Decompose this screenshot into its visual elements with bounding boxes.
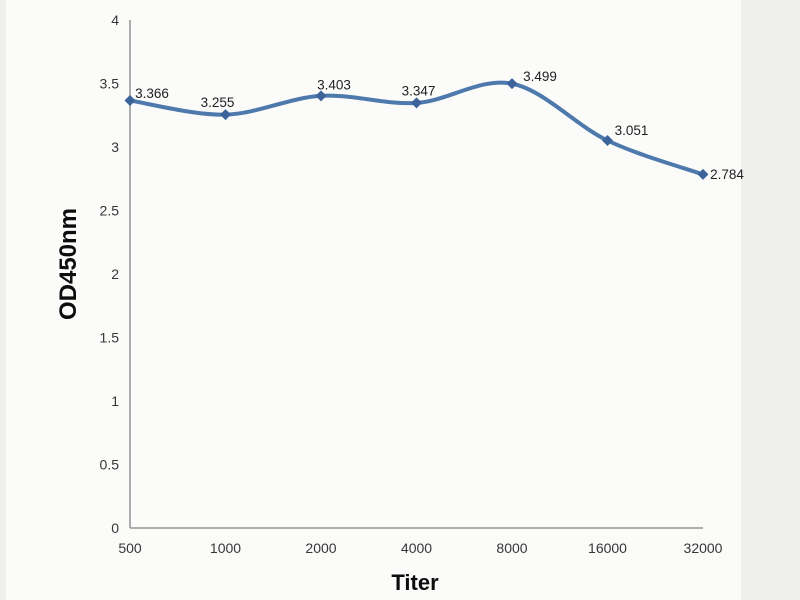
- y-tick-label: 3: [111, 139, 119, 155]
- data-point-label: 3.499: [523, 69, 557, 84]
- x-tick-label: 32000: [684, 540, 723, 556]
- x-tick-label: 500: [118, 540, 142, 556]
- data-point-label: 3.347: [402, 83, 436, 98]
- left-margin: [0, 0, 6, 600]
- data-point-label: 3.403: [317, 77, 351, 92]
- y-tick-label: 0.5: [100, 457, 120, 473]
- data-point-label: 3.051: [615, 123, 649, 138]
- data-point-marker: [315, 90, 327, 102]
- x-tick-label: 8000: [496, 540, 527, 556]
- data-point-marker: [697, 168, 709, 180]
- y-tick-label: 1.5: [100, 330, 120, 346]
- right-margin: [741, 0, 800, 600]
- data-point-marker: [220, 109, 231, 121]
- y-axis-title: OD450nm: [55, 208, 82, 320]
- series-layer: [124, 78, 709, 180]
- data-labels-layer: 3.366 3.255 3.403 3.347 3.499 3.051 2.784: [135, 69, 744, 182]
- tick-labels-layer: 0 0.5 1 1.5 2 2.5 3 3.5 4 500 1000 2000 4000 8000 1600…: [100, 12, 723, 556]
- x-tick-label: 1000: [210, 540, 241, 556]
- data-point-label: 2.784: [710, 167, 744, 182]
- data-point-marker: [411, 97, 422, 109]
- data-point-marker: [124, 95, 136, 107]
- y-tick-label: 1: [111, 393, 119, 409]
- x-axis-title: Titer: [391, 570, 439, 595]
- y-tick-label: 2.5: [100, 203, 120, 219]
- y-tick-label: 0: [111, 520, 119, 536]
- y-tick-label: 4: [111, 12, 119, 28]
- data-point-marker: [506, 78, 518, 90]
- data-point-label: 3.255: [201, 95, 235, 110]
- data-point-marker: [602, 135, 613, 147]
- data-point-label: 3.366: [135, 86, 169, 101]
- x-tick-label: 4000: [401, 540, 432, 556]
- y-tick-label: 3.5: [100, 76, 120, 92]
- y-tick-label: 2: [111, 266, 119, 282]
- x-tick-label: 2000: [305, 540, 336, 556]
- x-tick-label: 16000: [588, 540, 627, 556]
